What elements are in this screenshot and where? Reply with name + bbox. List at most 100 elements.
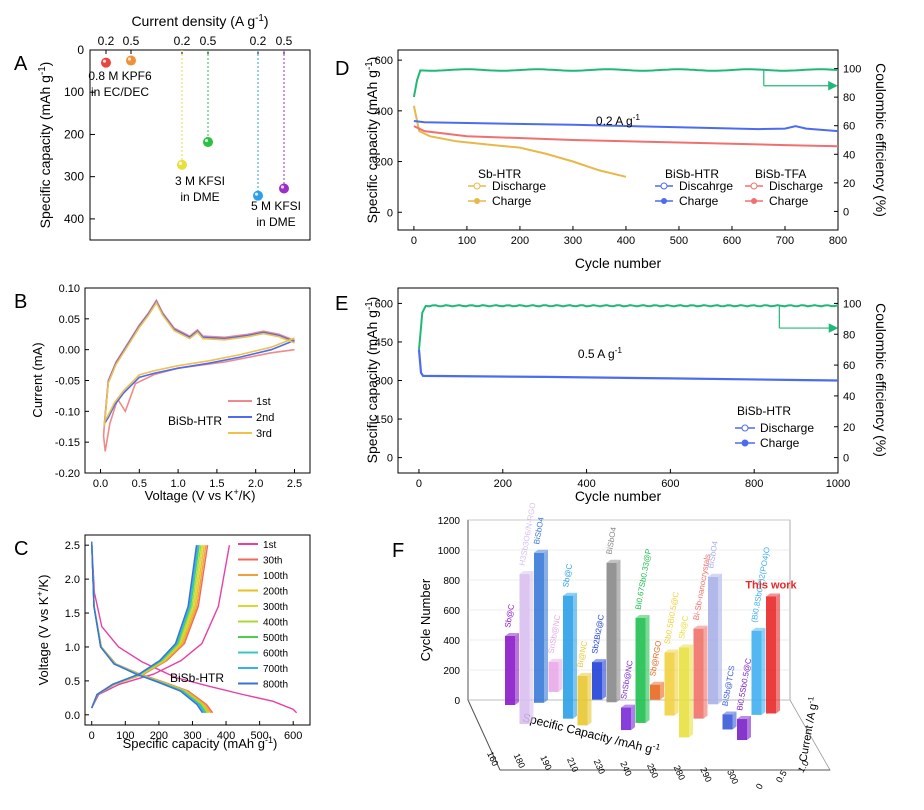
y-tick-label: 0.0 (65, 710, 80, 722)
legend-title: BiSb-HTR (737, 404, 791, 418)
x-tick-label: 400 (217, 730, 235, 742)
x-tick-label: 100 (458, 235, 476, 247)
bar-top (708, 573, 722, 577)
panel-c-ylabel: Voltage (V vs K+/K) (35, 575, 51, 686)
bar (505, 636, 515, 705)
x-tick-label: 100 (116, 730, 134, 742)
bar (737, 719, 747, 741)
legend-marker (751, 198, 757, 204)
bar (577, 675, 588, 726)
bar-side (689, 644, 693, 738)
bar-top (606, 559, 621, 563)
y-tick-label: 200 (64, 127, 84, 141)
top-tick-label: 0.5 (276, 34, 293, 48)
y-tick-label: -0.15 (55, 437, 80, 449)
y2-tick-label: 20 (843, 422, 855, 434)
ce-line (412, 68, 837, 98)
y-tick-label: 400 (64, 212, 84, 226)
panel-d-xlabel: Cycle number (575, 255, 662, 271)
bar-side (703, 625, 708, 719)
bar-side (660, 681, 664, 700)
bar (635, 617, 646, 723)
group-label: 0.8 M KPF6 (88, 69, 152, 83)
top-tick-label: 0.2 (174, 34, 191, 48)
data-point-highlight (204, 138, 209, 143)
y2-tick-label: 20 (843, 178, 855, 190)
bar (693, 628, 704, 719)
y-tick-label: 100 (64, 85, 84, 99)
panel-letter: C (14, 538, 28, 560)
bar (563, 595, 573, 719)
panel-f-ylabel: Current /A g-1 (795, 696, 821, 763)
capacity-line (417, 349, 839, 382)
bar (664, 652, 675, 716)
panel-e-ylabel: Specific capacity (mAh g-1) (364, 297, 381, 464)
y-tick-label: 400 (375, 106, 393, 118)
y2-tick-label: 0 (843, 453, 849, 465)
x-tick-label: 400 (577, 478, 595, 490)
legend-label: Discharge (492, 179, 546, 193)
panel-a-top-title: Current density (A g-1) (131, 13, 268, 30)
y2-tick-label: 40 (843, 149, 855, 161)
bar (548, 661, 559, 692)
y-tick-label: 2.0 (65, 574, 80, 586)
x-tick-label: 180 (512, 752, 527, 770)
x-tick-label: 400 (617, 235, 635, 247)
legend-marker (474, 198, 480, 204)
bar-top (548, 658, 563, 662)
series-group-title: BiSb-TFA (755, 167, 806, 181)
bar-top (505, 633, 519, 636)
data-point-highlight (178, 161, 183, 165)
bar-label: Sb2Bi2@C (590, 614, 606, 655)
bar-side (732, 711, 737, 730)
legend-label: 300th (263, 602, 288, 613)
data-point (101, 57, 111, 68)
x-tick-label: 300 (564, 235, 582, 247)
panel-a-ylabel: Specific capacity (mAh g-1) (37, 62, 54, 229)
bar-top (563, 592, 577, 596)
legend-label: 3rd (256, 428, 272, 440)
legend-label: Discharge (769, 179, 823, 193)
x-tick-label: 210 (565, 756, 580, 774)
y-tick-label: 450 (375, 337, 393, 349)
bar-label: BiSbO4 (706, 540, 720, 569)
x-tick-label: 290 (698, 766, 713, 784)
data-point (177, 159, 187, 170)
ce-line (418, 304, 839, 350)
legend-label: 700th (263, 664, 288, 675)
x-tick-label: 500 (250, 730, 268, 742)
z-tick-label: 600 (443, 606, 460, 617)
panel-d-y2label: Coulombic efficiency (%) (873, 63, 889, 217)
bar-top (592, 659, 606, 663)
x-tick-label: 700 (776, 235, 794, 247)
y2-tick-label: 40 (843, 391, 855, 403)
data-point (126, 55, 136, 66)
bar-side (616, 559, 621, 703)
z-tick-label: 1000 (438, 546, 461, 557)
cv-curve (103, 301, 295, 427)
x-tick-label: 190 (538, 754, 553, 772)
bar-label: Sb@RGO (648, 640, 663, 677)
bar-side (515, 633, 519, 705)
legend-label: 400th (263, 618, 288, 629)
y2-tick-label: 0 (843, 206, 849, 218)
top-tick-label: 0.5 (123, 34, 140, 48)
panel-e-xlabel: Cycle number (575, 488, 662, 504)
x-tick-label: 0 (411, 235, 417, 247)
bar-side (544, 549, 548, 703)
y-tick-label: 0.00 (59, 345, 80, 357)
x-tick-label: 230 (592, 758, 607, 776)
panel-b-ylabel: Current (mA) (30, 342, 45, 417)
bar-top (693, 625, 708, 629)
x-tick-label: 600 (723, 235, 741, 247)
bar (534, 552, 544, 703)
y2-tick-label: 80 (843, 329, 855, 341)
bisb-htr-capacity (413, 120, 839, 133)
bar (751, 630, 762, 715)
y-tick-label: 600 (375, 55, 393, 67)
panel-letter: A (14, 53, 28, 75)
bar-side (587, 672, 592, 726)
legend-marker (660, 182, 668, 190)
y-tick-label: 300 (375, 376, 393, 388)
